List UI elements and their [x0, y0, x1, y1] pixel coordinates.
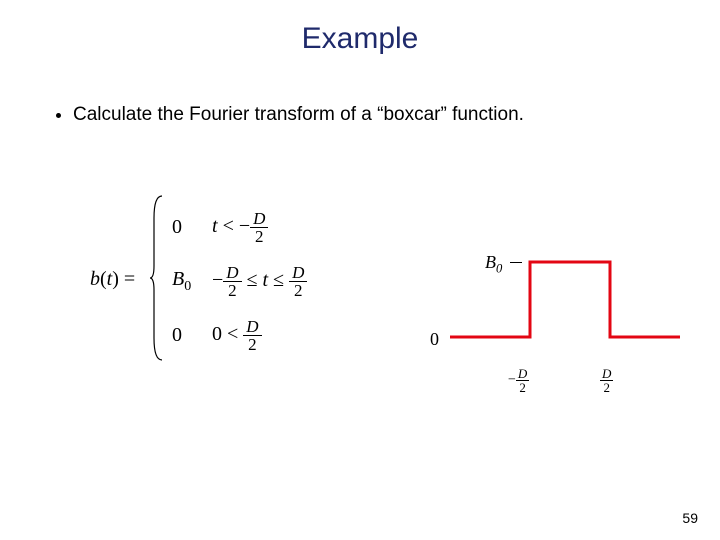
case3-value: 0 — [172, 324, 212, 347]
lt-symbol: < — [223, 215, 234, 237]
x-tick-neg: −D2 — [508, 367, 529, 394]
fraction: D2 — [600, 367, 613, 394]
x-tick-pos: D2 — [600, 367, 613, 394]
minus-symbol: − — [508, 373, 516, 388]
frac-num: D — [250, 210, 268, 228]
boxcar-graph: B0 0 −D2 D2 — [430, 222, 680, 357]
frac-den: 2 — [289, 282, 307, 299]
frac-num: D — [516, 367, 529, 381]
zero-cond: 0 — [212, 323, 222, 345]
case1-value: 0 — [172, 216, 212, 239]
fraction: D2 — [516, 367, 529, 394]
frac-num: D — [243, 318, 261, 336]
page-number: 59 — [682, 510, 698, 526]
frac-num: D — [289, 264, 307, 282]
case2-condition: −D2 ≤ t ≤ D2 — [212, 264, 362, 299]
minus-symbol: − — [239, 215, 250, 237]
function-lhs: b(t) = — [90, 268, 135, 291]
frac-den: 2 — [516, 381, 529, 394]
brace-icon — [148, 194, 166, 362]
fraction: D2 — [223, 264, 241, 299]
frac-num: D — [600, 367, 613, 381]
piecewise-cases: 0 t < −D2 B0 −D2 ≤ t ≤ D2 0 0 < — [172, 200, 362, 362]
le-symbol: ≤ — [273, 269, 284, 291]
frac-num: D — [223, 264, 241, 282]
zero-label: 0 — [430, 329, 439, 350]
case-1: 0 t < −D2 — [172, 200, 362, 254]
bullet-dot — [56, 113, 61, 118]
case1-condition: t < −D2 — [212, 210, 362, 245]
case-3: 0 0 < D2 — [172, 308, 362, 362]
var-t: t — [212, 215, 218, 237]
le-symbol: ≤ — [247, 269, 258, 291]
var-B: B — [485, 252, 496, 272]
var-t: t — [263, 269, 269, 291]
frac-den: 2 — [243, 336, 261, 353]
case2-value: B0 — [172, 268, 212, 295]
frac-den: 2 — [223, 282, 241, 299]
sub-0: 0 — [496, 262, 502, 276]
page-title: Example — [0, 0, 720, 56]
y-axis-label-B0: B0 — [485, 252, 502, 277]
fraction: D2 — [289, 264, 307, 299]
var-b: b — [90, 268, 100, 290]
frac-den: 2 — [600, 381, 613, 394]
boxcar-plot — [430, 222, 680, 352]
fraction: D2 — [243, 318, 261, 353]
frac-den: 2 — [250, 228, 268, 245]
var-B: B — [172, 268, 184, 290]
minus-symbol: − — [212, 269, 223, 291]
lt-symbol: < — [227, 323, 238, 345]
bullet-text: Calculate the Fourier transform of a “bo… — [73, 104, 524, 126]
var-t: t — [107, 268, 113, 290]
y-tick — [510, 262, 522, 263]
sub-0: 0 — [184, 279, 191, 294]
case3-condition: 0 < D2 — [212, 318, 362, 353]
case-2: B0 −D2 ≤ t ≤ D2 — [172, 254, 362, 308]
fraction: D2 — [250, 210, 268, 245]
bullet-item: Calculate the Fourier transform of a “bo… — [56, 104, 524, 126]
